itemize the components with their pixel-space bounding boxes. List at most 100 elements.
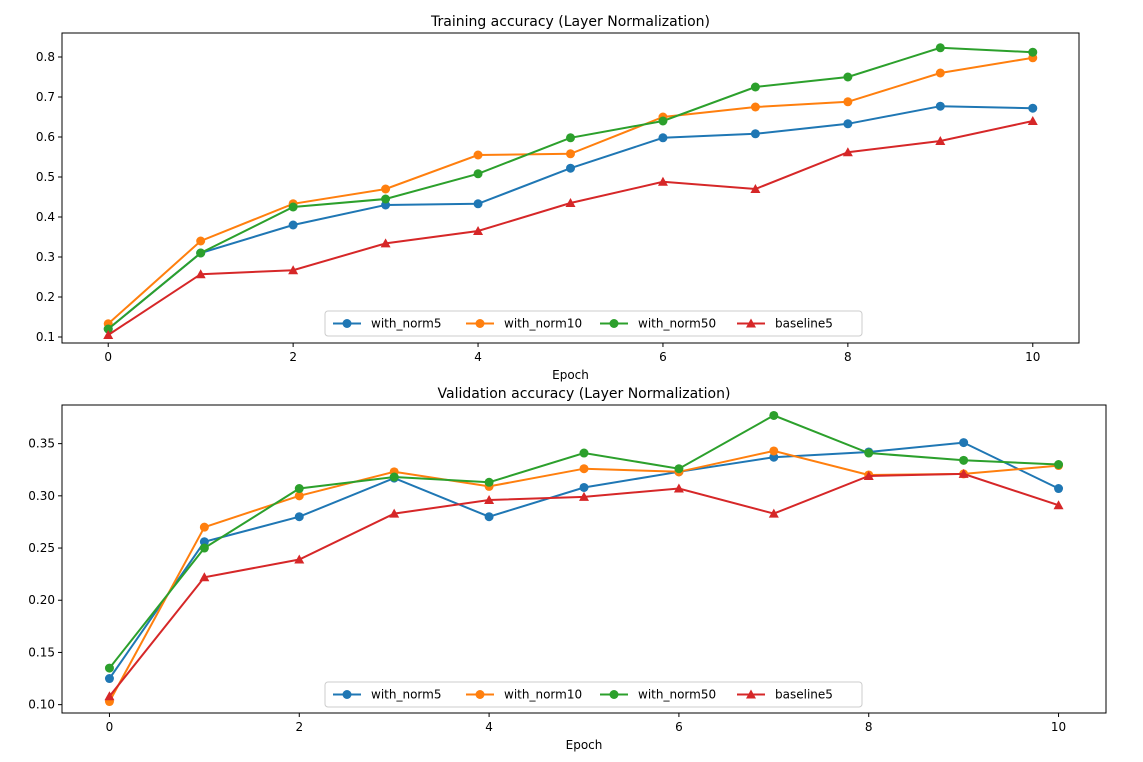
data-point — [288, 202, 298, 212]
data-point — [769, 452, 779, 462]
data-point — [473, 199, 483, 209]
x-tick-label: 6 — [659, 350, 667, 364]
data-point — [658, 133, 668, 143]
data-point — [1028, 47, 1038, 57]
y-tick-label: 0.6 — [36, 130, 55, 144]
data-point — [484, 477, 494, 487]
legend-item-baseline5: baseline5 — [737, 317, 833, 331]
legend-marker — [609, 690, 619, 699]
data-point — [294, 512, 304, 522]
y-tick-label: 0.3 — [36, 250, 55, 264]
legend-marker — [746, 689, 756, 699]
data-point — [750, 129, 760, 139]
chart-title: Validation accuracy (Layer Normalization… — [438, 386, 731, 402]
data-point — [473, 150, 483, 160]
data-point — [673, 483, 684, 493]
legend-label: with_norm10 — [504, 317, 582, 331]
data-point — [381, 194, 391, 204]
data-point — [769, 446, 779, 456]
data-point — [579, 464, 589, 474]
legend-label: with_norm10 — [504, 688, 582, 702]
series-with_norm50 — [104, 410, 1064, 673]
data-point — [104, 663, 114, 673]
data-point — [579, 482, 589, 492]
data-point — [288, 220, 298, 230]
legend-item-baseline5: baseline5 — [737, 688, 833, 702]
data-point — [864, 448, 874, 458]
data-point — [381, 184, 391, 194]
data-point — [674, 464, 684, 474]
data-point — [195, 269, 206, 279]
x-tick-label: 0 — [104, 350, 112, 364]
x-tick-label: 2 — [289, 350, 297, 364]
x-axis-label: Epoch — [566, 738, 603, 752]
data-point — [294, 484, 304, 494]
series-baseline5 — [104, 468, 1064, 701]
data-point — [199, 572, 210, 582]
legend-marker — [342, 319, 352, 328]
data-point — [750, 82, 760, 92]
legend-label: with_norm5 — [371, 317, 441, 331]
data-point — [1053, 500, 1064, 510]
data-point — [935, 136, 946, 145]
data-point — [294, 491, 304, 501]
y-tick-label: 0.20 — [28, 593, 55, 607]
y-tick-label: 0.5 — [36, 170, 55, 184]
y-tick-label: 0.30 — [28, 489, 55, 503]
x-tick-label: 2 — [295, 720, 303, 734]
data-point — [1054, 484, 1064, 494]
legend-item-with_norm50: with_norm50 — [600, 317, 716, 331]
legend-label: with_norm50 — [638, 688, 716, 702]
legend-marker — [746, 318, 756, 328]
data-point — [565, 198, 576, 207]
series-with_norm50 — [103, 43, 1038, 334]
chart-panel-2: Validation accuracy (Layer Normalization… — [28, 386, 1107, 752]
legend-marker — [475, 690, 485, 699]
data-point — [959, 438, 969, 448]
legend-item-with_norm5: with_norm5 — [333, 688, 441, 702]
data-point — [199, 543, 209, 553]
x-tick-label: 6 — [675, 720, 683, 734]
data-point — [484, 512, 494, 522]
x-tick-label: 4 — [485, 720, 493, 734]
data-point — [484, 495, 495, 505]
data-point — [473, 226, 484, 235]
y-tick-label: 0.25 — [28, 541, 55, 555]
legend: with_norm5 with_norm10 with_norm50 baseline… — [324, 681, 863, 708]
legend-label: baseline5 — [775, 688, 833, 702]
legend-label: baseline5 — [775, 317, 833, 331]
legend-item-with_norm10: with_norm10 — [466, 688, 582, 702]
legend-marker — [475, 319, 485, 328]
legend-marker — [342, 690, 352, 699]
y-tick-label: 0.15 — [28, 645, 55, 659]
x-tick-label: 10 — [1025, 350, 1040, 364]
data-point — [104, 674, 114, 684]
plot-area-frame — [61, 404, 1107, 714]
plot-area-frame — [61, 32, 1080, 344]
data-point — [750, 102, 760, 112]
data-point — [389, 472, 399, 482]
legend-item-with_norm5: with_norm5 — [333, 317, 441, 331]
legend-box — [324, 681, 863, 708]
data-point — [769, 410, 779, 420]
series-baseline5 — [103, 116, 1038, 339]
data-point — [658, 116, 668, 126]
data-point — [199, 522, 209, 532]
data-point — [935, 101, 945, 111]
data-point — [1027, 116, 1038, 125]
data-point — [199, 537, 209, 547]
legend-label: with_norm50 — [638, 317, 716, 331]
data-point — [196, 236, 206, 246]
data-point — [843, 119, 853, 129]
data-point — [566, 133, 575, 143]
data-point — [843, 97, 853, 107]
data-point — [959, 455, 969, 465]
data-point — [843, 72, 853, 82]
x-tick-label: 4 — [474, 350, 482, 364]
data-point — [196, 248, 206, 258]
y-tick-label: 0.7 — [36, 90, 55, 104]
y-tick-label: 0.2 — [36, 290, 55, 304]
data-point — [389, 508, 400, 518]
data-point — [863, 470, 874, 480]
data-point — [566, 163, 575, 173]
